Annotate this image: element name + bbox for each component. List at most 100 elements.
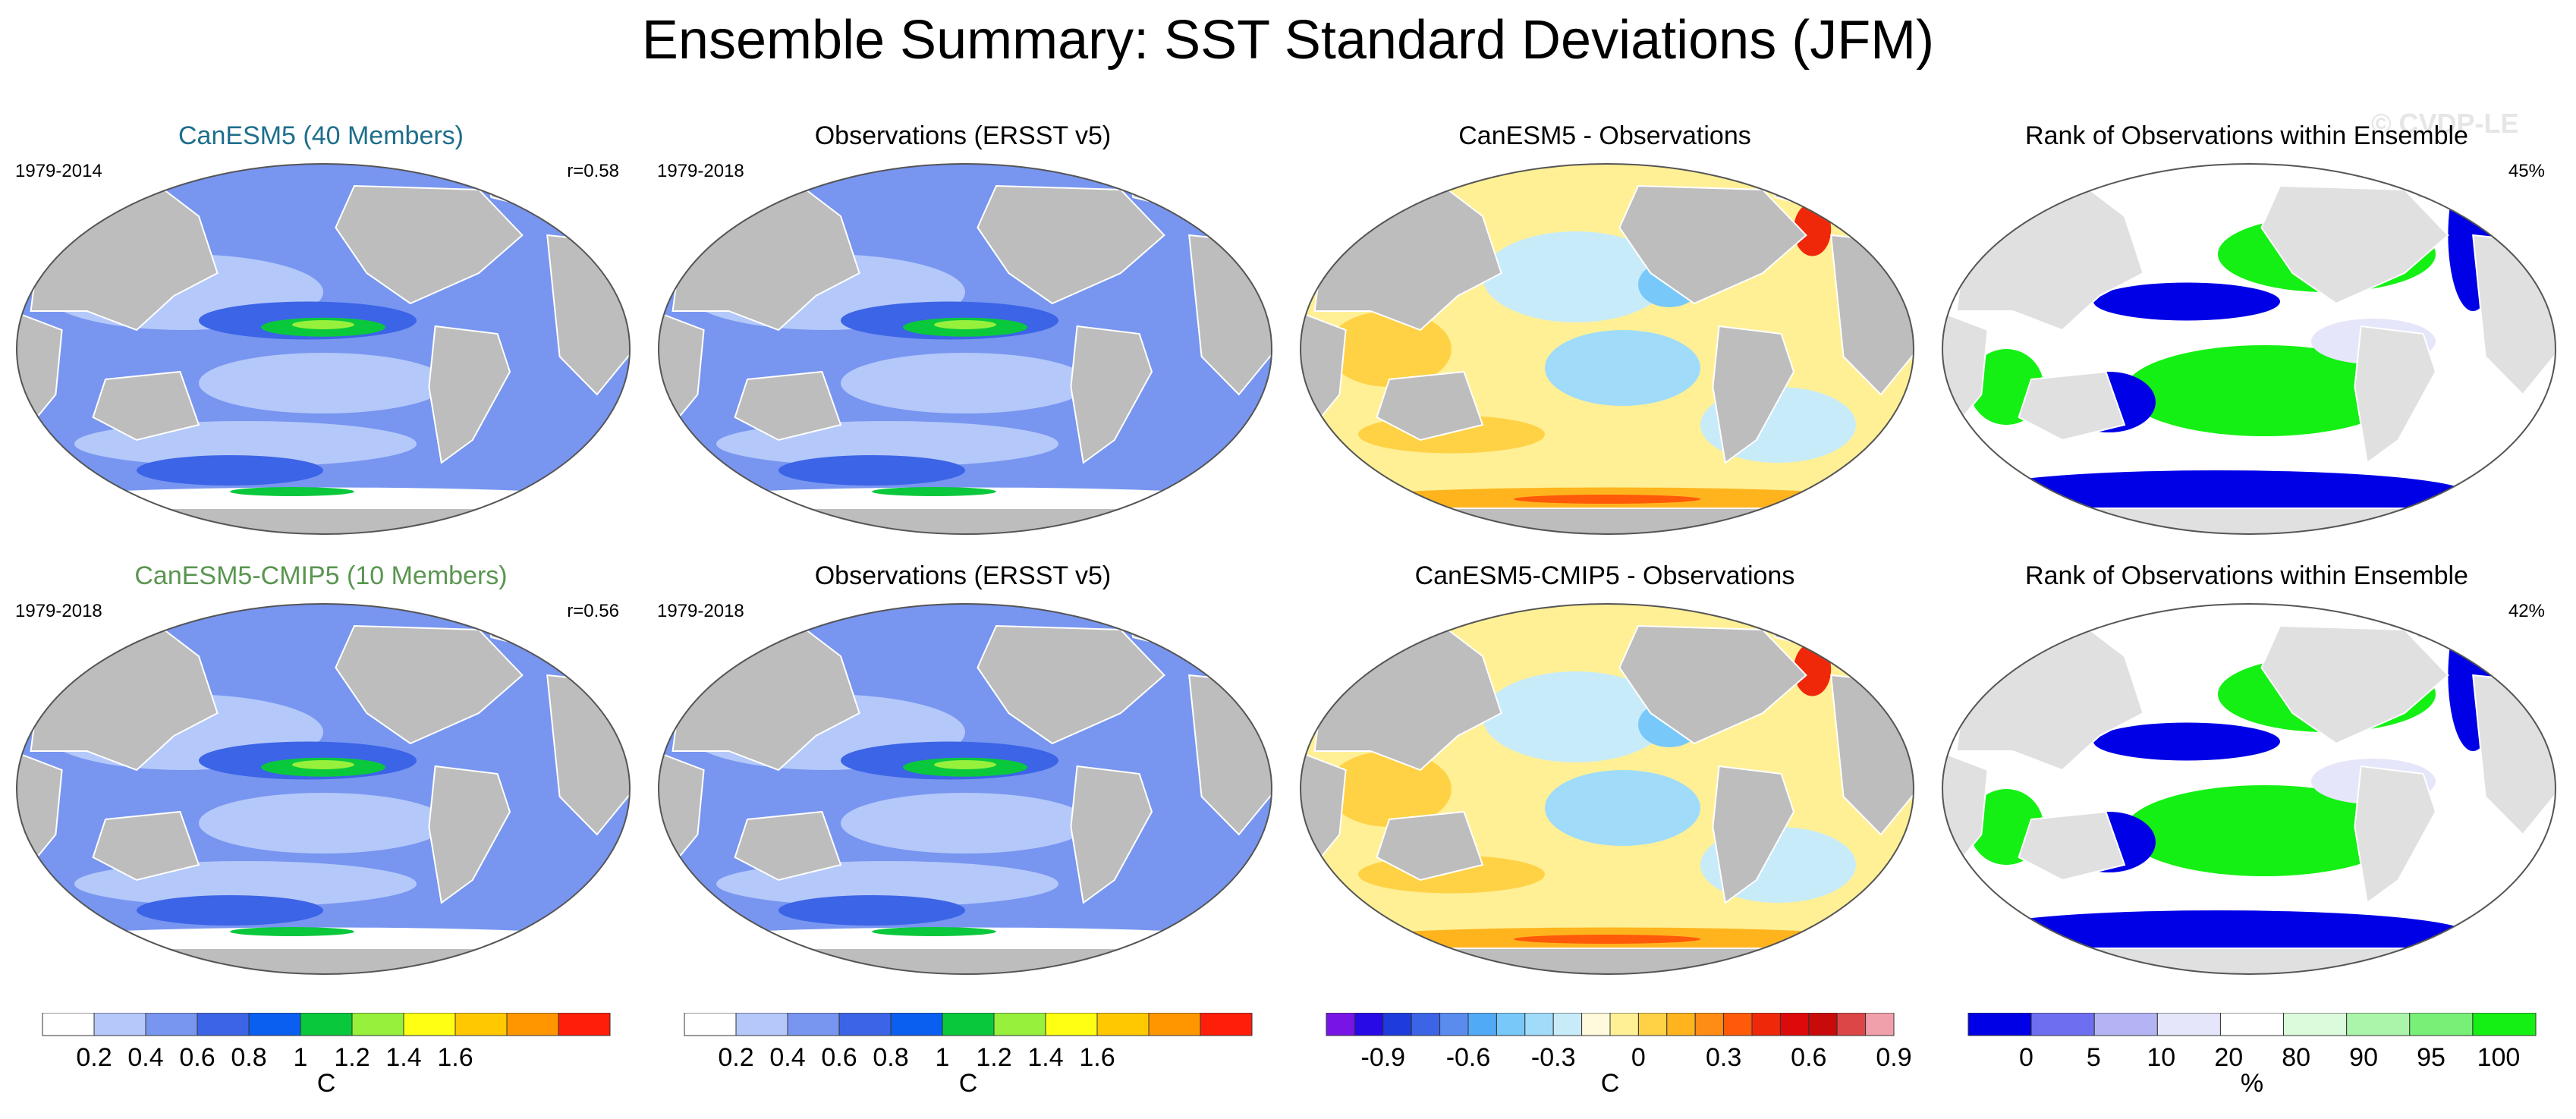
colorbar-tick-label: 0 [2018, 1043, 2033, 1072]
panel-title: CanESM5-CMIP5 - Observations [1414, 561, 1795, 590]
colorbar-tick-label: 0.6 [179, 1043, 215, 1072]
map-panel: Rank of Observations within Ensemble 42% [1926, 561, 2568, 975]
land-mass [977, 624, 1165, 745]
colorbar-swatch [838, 1013, 892, 1036]
land-mass [1712, 325, 1795, 464]
colorbar-swatch [300, 1013, 353, 1036]
colorbar-swatch [1045, 1013, 1098, 1036]
panel-title: CanESM5 (40 Members) [178, 121, 464, 150]
colorbar-swatch [1200, 1013, 1253, 1036]
colorbar-tick-label: -0.6 [1445, 1043, 1491, 1072]
map-panel: CanESM5 - Observations [1284, 121, 1926, 535]
colorbar-tick-label: 90 [2349, 1043, 2379, 1072]
land-mass [1070, 325, 1153, 464]
map-outline [1942, 603, 2556, 975]
colorbar-swatch [1439, 1013, 1469, 1036]
land-mass [734, 810, 842, 882]
colorbar-swatch [1552, 1013, 1583, 1036]
period-label: 1979-2018 [657, 161, 744, 181]
colorbar-swatches [1326, 1013, 1895, 1036]
colorbar-swatch [42, 1013, 95, 1036]
colorbar-swatch [942, 1013, 995, 1036]
colorbar-swatch [1694, 1013, 1725, 1036]
land-mass [2018, 810, 2126, 882]
map-panel: Rank of Observations within Ensemble 45% [1926, 121, 2568, 535]
colorbar-unit: C [1600, 1069, 1620, 1098]
colorbar-swatches [42, 1013, 611, 1036]
field-contour [292, 760, 354, 769]
land-mass [335, 184, 524, 305]
colorbar: -0.9 -0.6 -0.3 0 0.3 0.6 0.9 C [1284, 1013, 1926, 1119]
panel-title: CanESM5 - Observations [1458, 121, 1751, 150]
field-contour [1514, 935, 1700, 944]
land-mass [92, 810, 200, 882]
land-mass [1070, 765, 1153, 904]
panel-title: Observations (ERSST v5) [814, 561, 1112, 590]
colorbar: 0.2 0.4 0.6 0.8 1 1.2 1.4 1.6 C [642, 1013, 1284, 1119]
map-plot [16, 163, 631, 535]
colorbar-tick-label: 0.2 [76, 1043, 112, 1072]
land-mass [977, 184, 1165, 305]
colorbar-swatch [1808, 1013, 1838, 1036]
field-contour [1483, 671, 1669, 762]
colorbar: 0.2 0.4 0.6 0.8 1 1.2 1.4 1.6 C [0, 1013, 642, 1119]
colorbar-tick-label: -0.3 [1530, 1043, 1576, 1072]
field-contour [43, 927, 603, 951]
field-contour [1545, 330, 1700, 406]
field-contour [685, 487, 1245, 511]
colorbar-swatch [454, 1013, 508, 1036]
map-panel: CanESM5-CMIP5 - Observations [1284, 561, 1926, 975]
colorbar-swatch [1637, 1013, 1668, 1036]
colorbar-swatch [1148, 1013, 1201, 1036]
colorbar-tick-label: 95 [2417, 1043, 2445, 1072]
colorbar-tick-label: 0.4 [769, 1043, 806, 1072]
colorbar: 0 5 10 20 80 90 95 100% [1926, 1013, 2568, 1119]
colorbar-swatch [1496, 1013, 1526, 1036]
colorbar-tick-label: 1.6 [1079, 1043, 1115, 1072]
field-contour [1969, 470, 2467, 516]
map-outline [1942, 163, 2556, 535]
colorbar-swatch [2030, 1013, 2095, 1036]
colorbar-swatch [1865, 1013, 1895, 1036]
map-plot [658, 603, 1272, 975]
colorbar-swatches [1967, 1013, 2537, 1036]
field-contour [872, 927, 996, 936]
land-mass [428, 765, 511, 904]
colorbar-swatch [1723, 1013, 1753, 1036]
land-mass [2260, 184, 2449, 305]
field-contour [1545, 770, 1700, 846]
map-panel: CanESM5-CMIP5 (10 Members) 1979-2018 r=0.5… [0, 561, 642, 975]
colorbar-swatch [2219, 1013, 2285, 1036]
colorbar-swatch [2093, 1013, 2158, 1036]
colorbar-tick-label: 0 [1631, 1043, 1646, 1072]
ocean-field [659, 604, 1272, 974]
colorbar-swatch [735, 1013, 788, 1036]
colorbar-swatch [1326, 1013, 1355, 1036]
land-mass [734, 370, 842, 442]
colorbar-swatch [2156, 1013, 2221, 1036]
colorbar-unit: % [2240, 1069, 2264, 1098]
ocean-field [17, 604, 630, 974]
colorbar-swatch [1524, 1013, 1554, 1036]
colorbar-tick-label: 20 [2214, 1043, 2244, 1072]
period-label: 1979-2018 [657, 601, 744, 621]
panel-title: CanESM5-CMIP5 (10 Members) [134, 561, 508, 590]
map-plot [1942, 163, 2556, 535]
panel-title: Rank of Observations within Ensemble [2025, 561, 2468, 590]
colorbar-swatch [2409, 1013, 2474, 1036]
map-outline [1300, 163, 1914, 535]
colorbar-swatch [351, 1013, 404, 1036]
colorbar-swatch [2346, 1013, 2411, 1036]
colorbar-tick-label: 0.2 [718, 1043, 754, 1072]
colorbar-tick-label: 100 [2477, 1043, 2521, 1072]
field-contour [137, 895, 323, 926]
colorbar-swatch [1779, 1013, 1810, 1036]
colorbar-tick-label: 1.2 [976, 1043, 1012, 1072]
colorbar-tick-label: 0.8 [231, 1043, 267, 1072]
statistic-label: r=0.58 [567, 161, 619, 181]
colorbar-swatch [787, 1013, 840, 1036]
statistic-label: 42% [2508, 601, 2545, 621]
field-contour [934, 760, 996, 769]
field-contour [292, 320, 354, 329]
land-mass [2354, 325, 2437, 464]
